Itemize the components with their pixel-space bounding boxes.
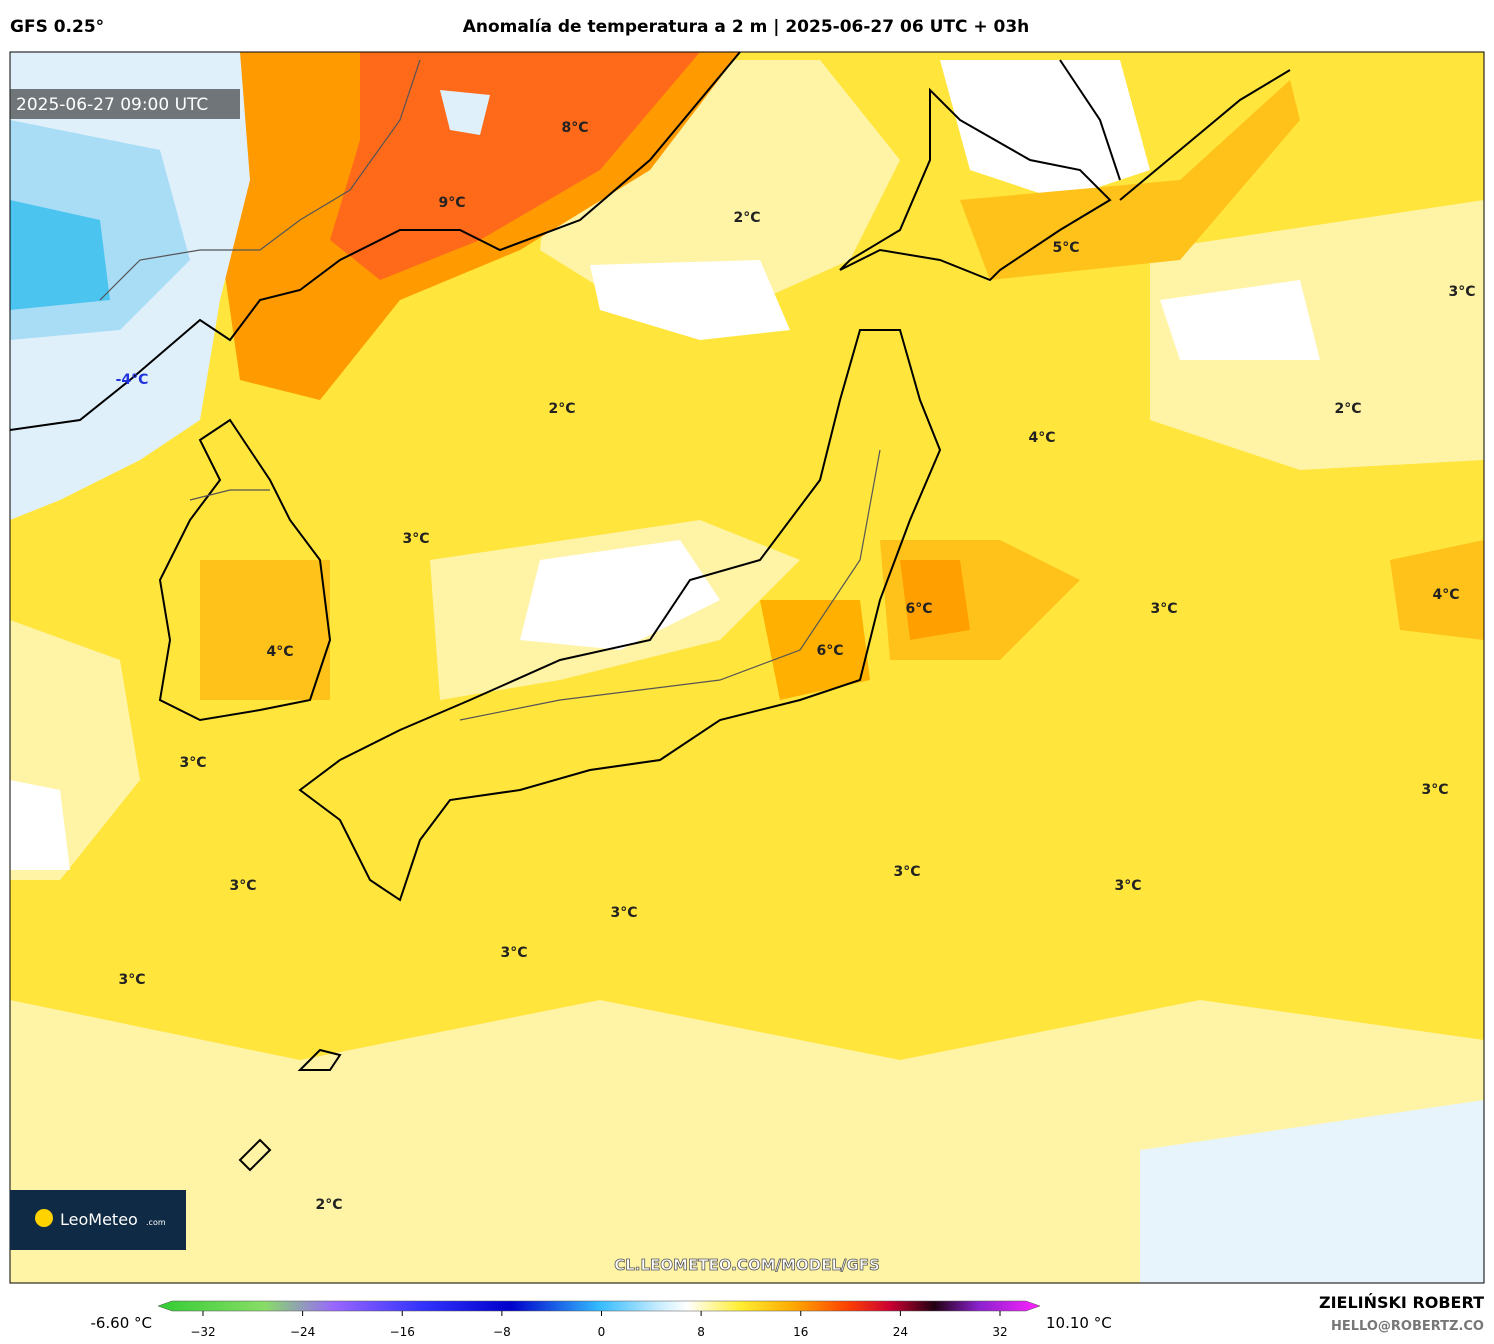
contour-label: 3°C [893, 864, 920, 880]
contour-label: 3°C [1114, 878, 1141, 894]
field-pale [1150, 200, 1484, 470]
border [189, 489, 270, 501]
field-hot [330, 52, 700, 280]
contour-label: 3°C [1421, 782, 1448, 798]
contour-label: 5°C [1052, 240, 1079, 256]
colorbar-tick-label: −8 [493, 1325, 511, 1339]
colorbar-max: 10.10 °C [1046, 1314, 1112, 1332]
colorbar-tick-label: −16 [390, 1325, 415, 1339]
field-orange [900, 560, 970, 640]
colorbar-tick-label: 16 [793, 1325, 808, 1339]
field-lightblue [440, 90, 490, 135]
coastline [298, 329, 942, 902]
coastlines [10, 52, 1291, 1172]
colorbar-min: -6.60 °C [90, 1314, 152, 1332]
field-white [590, 260, 790, 340]
coastline [10, 52, 741, 431]
contour-label: 3°C [1150, 601, 1177, 617]
contour-label: 2°C [315, 1197, 342, 1213]
contour-label: 2°C [1334, 401, 1361, 417]
border [459, 449, 881, 721]
colorbar [157, 1300, 1041, 1312]
colorbar-tick-label: 8 [697, 1325, 705, 1339]
coastline [238, 1048, 342, 1172]
colorbar-tick-label: 0 [598, 1325, 606, 1339]
coastline [1119, 69, 1291, 201]
contour-label: 2°C [548, 401, 575, 417]
model-name: GFS 0.25° [10, 17, 104, 37]
map-area [10, 52, 1484, 1283]
contour-label: 8°C [561, 120, 588, 136]
field-orange [1390, 540, 1484, 640]
colorbar-tick-label: −32 [190, 1325, 215, 1339]
field-orange [760, 600, 870, 700]
colorbar-tick-label: 24 [893, 1325, 908, 1339]
field-lightblue [1140, 1100, 1484, 1283]
contour-label: 3°C [179, 755, 206, 771]
contour-label: 3°C [118, 972, 145, 988]
email: HELLO@ROBERTZ.CO [1331, 1319, 1484, 1334]
contour-label: 2°C [733, 210, 760, 226]
map-title: Anomalía de temperatura a 2 m | 2025-06-… [463, 17, 1030, 37]
field-orange [960, 80, 1300, 280]
valid-time: 2025-06-27 09:00 UTC [16, 95, 208, 115]
borders [99, 59, 881, 721]
coastline [158, 418, 332, 722]
contour-label: 3°C [500, 945, 527, 961]
coastline [839, 87, 1112, 282]
contour-label: -4°C [116, 372, 149, 388]
contour-label: 3°C [402, 531, 429, 547]
contour-label: 3°C [1448, 284, 1475, 300]
field-white [940, 60, 1150, 200]
valid-time-box [10, 89, 240, 119]
coastline [1059, 59, 1121, 181]
contour-label: 9°C [438, 195, 465, 211]
map-frame [9, 51, 1485, 1284]
field-pale [10, 1000, 1484, 1283]
contour-label: 4°C [1028, 430, 1055, 446]
logo-name: LeoMeteo [60, 1210, 138, 1229]
contour-label: 3°C [610, 905, 637, 921]
field-white [520, 540, 720, 650]
colorbar-tick-label: 32 [992, 1325, 1007, 1339]
author: ZIELIŃSKI ROBERT [1319, 1293, 1484, 1312]
colorbar-tick-label: −24 [290, 1325, 315, 1339]
colorbar-ticks: −32 −24 −16 −8 0 8 16 24 32 [190, 1311, 1008, 1339]
contour-label: 4°C [1432, 587, 1459, 603]
logo-sun [35, 1209, 53, 1227]
contour-label: 6°C [905, 601, 932, 617]
field-orange [200, 560, 330, 700]
contour-label: 6°C [816, 643, 843, 659]
watermark: CL.LEOMETEO.COM/MODEL/GFS [614, 1256, 880, 1274]
logo-suffix: .com [146, 1218, 166, 1227]
field-colder [10, 200, 110, 310]
map-labels: 8°C 9°C 2°C -4°C 2°C 3°C 4°C 3°C 2°C 4°C 5°C 3°C 6°C… [116, 120, 1476, 1213]
field-white [10, 780, 70, 870]
contour-label: 4°C [266, 644, 293, 660]
field-white [1160, 280, 1320, 360]
contour-label: 3°C [229, 878, 256, 894]
border [99, 59, 421, 301]
